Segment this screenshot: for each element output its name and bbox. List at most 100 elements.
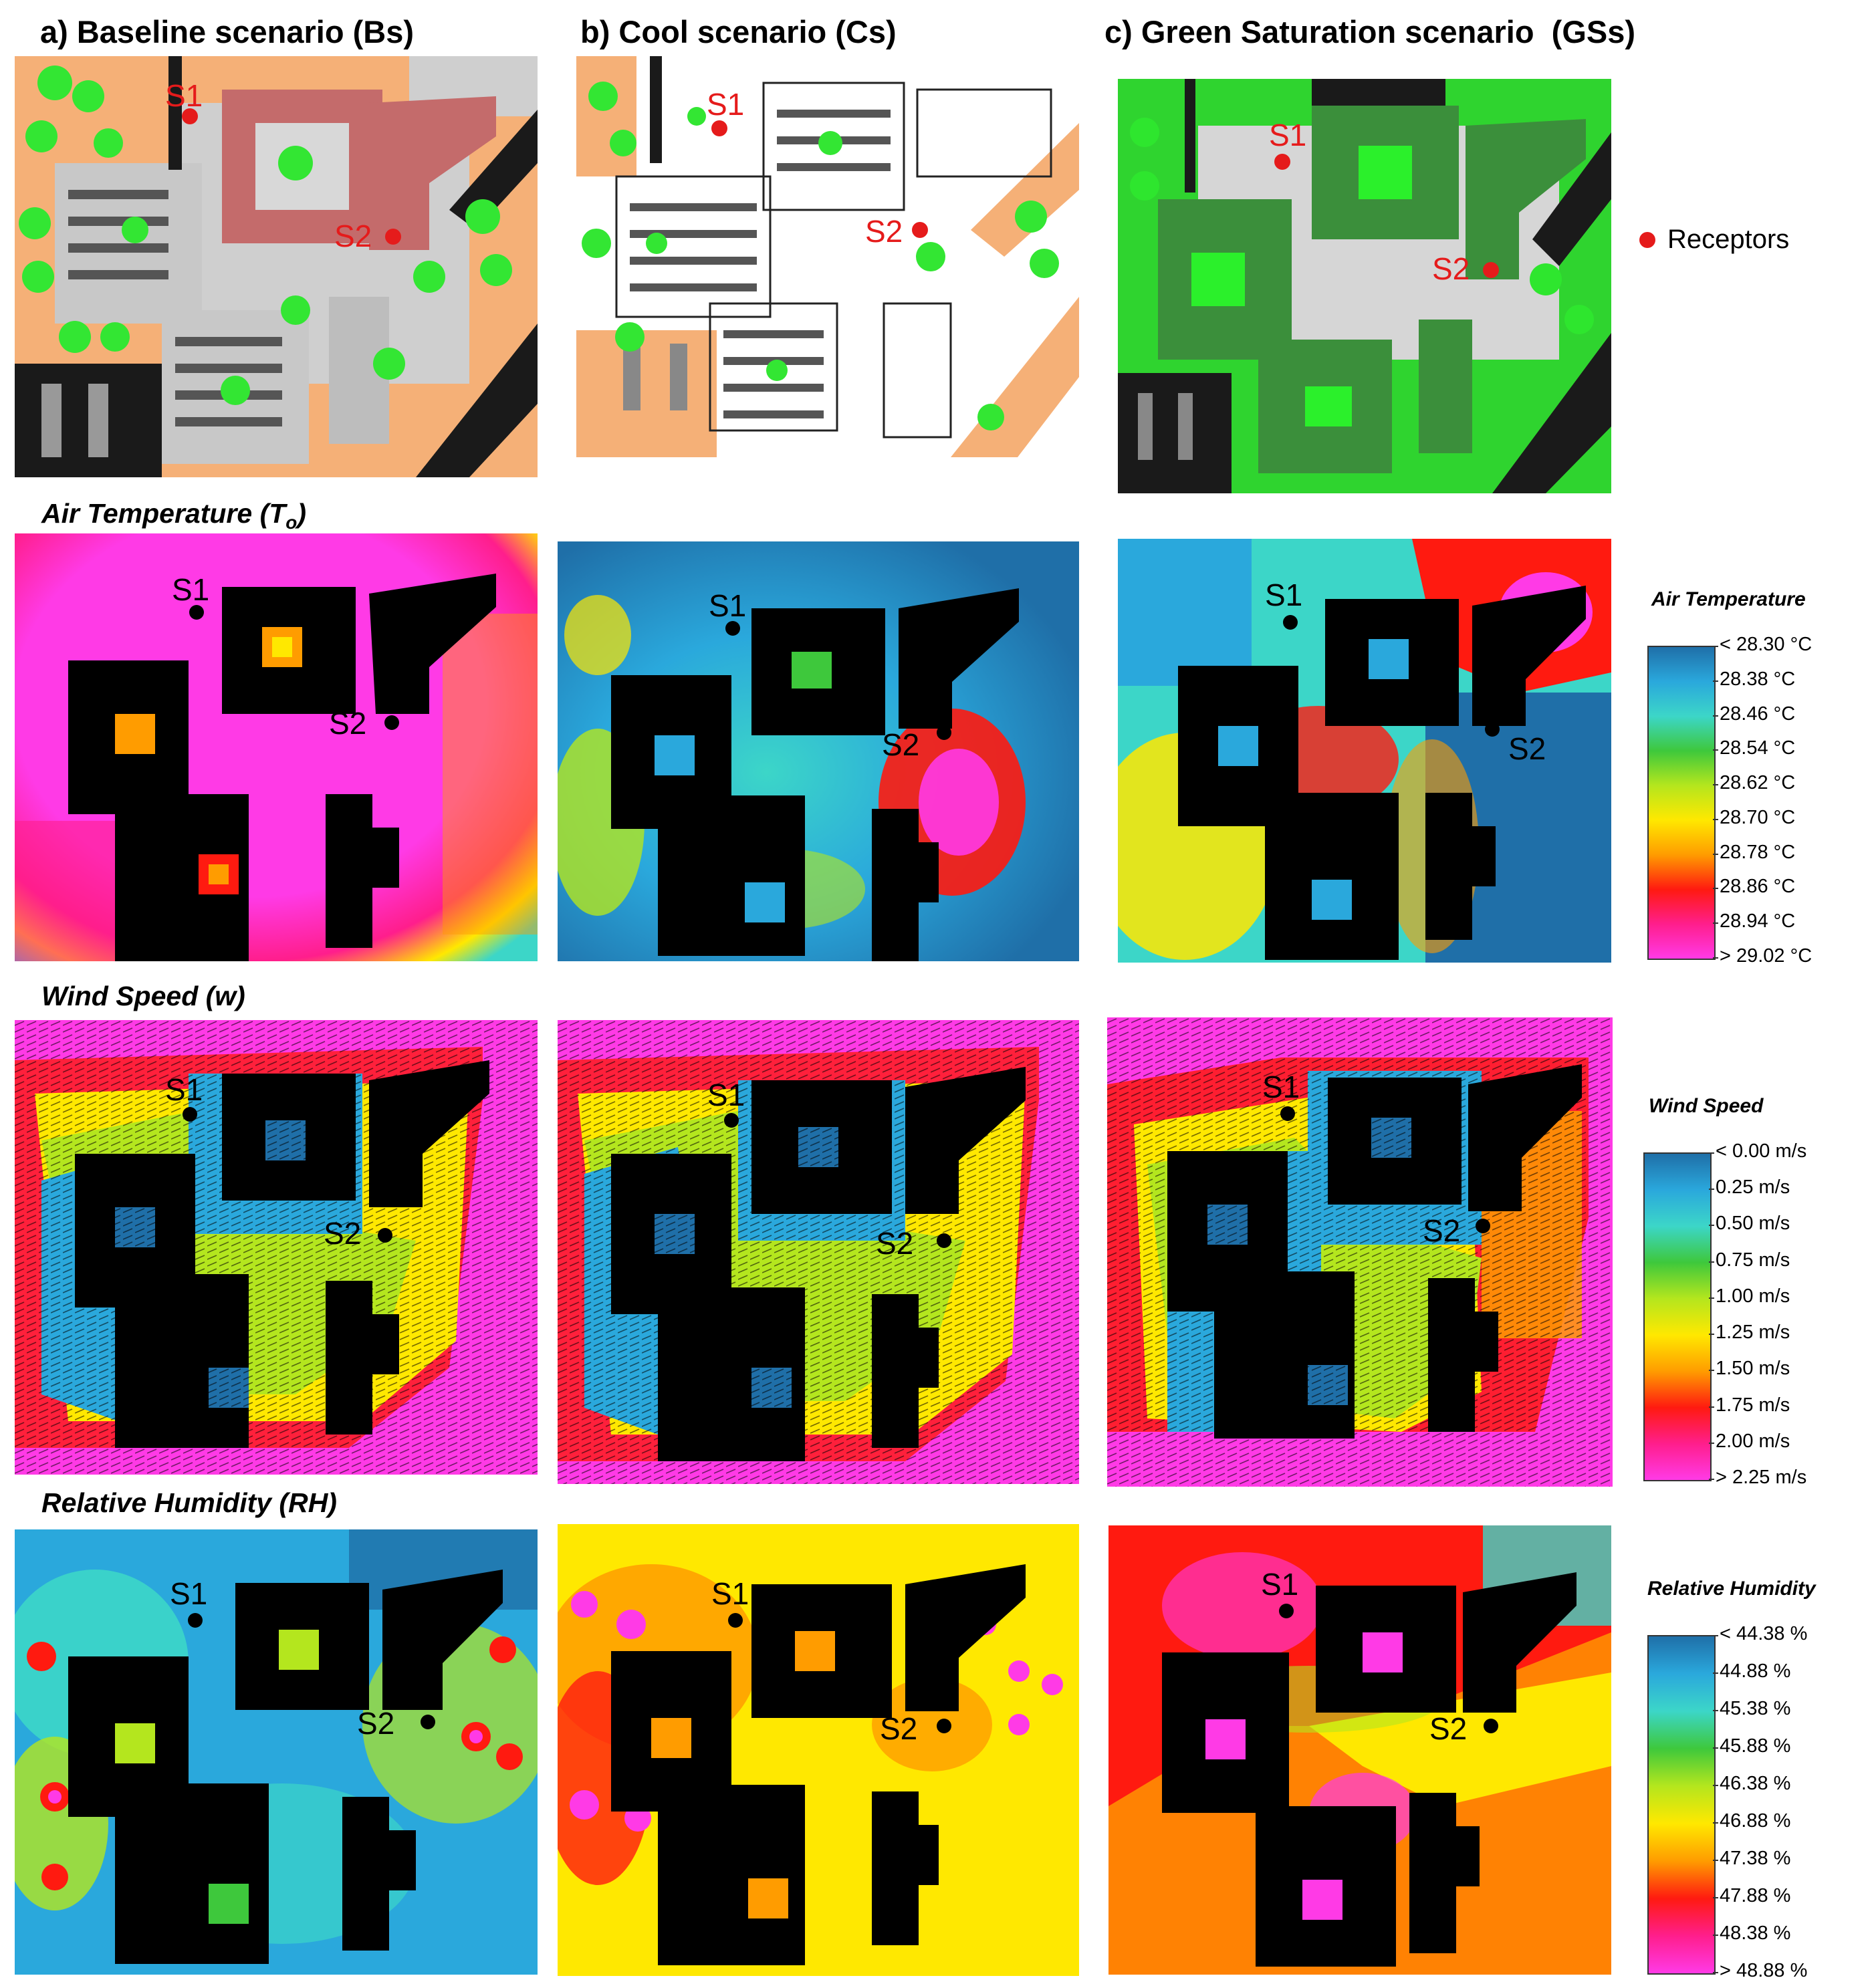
legend-tick-mark: [1713, 1672, 1718, 1674]
legend-tick-mark: [1709, 1370, 1714, 1372]
at-baseline-s2-label: S2: [329, 706, 366, 741]
legend-tick-label: 28.62 °C: [1720, 772, 1796, 794]
legend-tick-mark: [1709, 1406, 1714, 1408]
rh-cool-s1-label: S1: [711, 1576, 749, 1611]
ws-green-s2-label: S2: [1423, 1213, 1460, 1248]
relative-humidity-map-cool: S1 S2: [558, 1524, 1079, 1976]
legend-tick-mark: [1713, 1710, 1718, 1711]
legend-air-temperature: Air Temperature < 28.30 °C 28.38 °C 28.46 …: [1646, 588, 1870, 976]
legend-tick-label: 28.70 °C: [1720, 806, 1796, 828]
legend-tick-mark: [1713, 715, 1718, 717]
legend-tick-label: 1.00 m/s: [1716, 1285, 1790, 1307]
green-title-text: c) Green Saturation scenario: [1104, 14, 1534, 49]
legend-tick-label: > 2.25 m/s: [1716, 1467, 1807, 1488]
legend-tick-label: 28.86 °C: [1720, 876, 1796, 898]
legend-tick-label: 46.88 %: [1720, 1810, 1791, 1832]
legend-tick-mark: [1713, 957, 1718, 959]
legend-tick-label: 1.75 m/s: [1716, 1394, 1790, 1416]
legend-air-temperature-title: Air Temperature: [1651, 588, 1806, 610]
ws-baseline-s2-label: S2: [324, 1216, 361, 1251]
legend-tick-label: < 44.38 %: [1720, 1623, 1808, 1644]
legend-tick-mark: [1713, 680, 1718, 682]
legend-tick-label: 28.54 °C: [1720, 737, 1796, 759]
legend-tick-mark: [1709, 1479, 1714, 1480]
legend-tick-label: < 0.00 m/s: [1716, 1140, 1807, 1162]
legend-tick-mark: [1713, 888, 1718, 890]
legend-tick-label: 47.88 %: [1720, 1885, 1791, 1906]
legend-tick-mark: [1713, 818, 1718, 820]
legend-tick-mark: [1713, 1785, 1718, 1786]
air-temperature-suffix: ): [297, 498, 307, 529]
layout-green: S1 S2: [1118, 79, 1611, 493]
layout-green-s1-label: S1: [1269, 118, 1306, 152]
legend-tick-mark: [1713, 1747, 1718, 1749]
receptor-dot-icon: [1639, 231, 1655, 248]
legend-tick-mark: [1709, 1225, 1714, 1227]
wind-speed-map-baseline: S1 S2: [15, 1020, 538, 1475]
row-title-relative-humidity: Relative Humidity (RH): [41, 1487, 337, 1518]
legend-relative-humidity-bar: [1647, 1635, 1716, 1975]
legend-relative-humidity-title: Relative Humidity: [1647, 1578, 1816, 1600]
legend-tick-label: 46.38 %: [1720, 1773, 1791, 1794]
legend-tick-mark: [1713, 1972, 1718, 1973]
legend-tick-label: 0.75 m/s: [1716, 1249, 1790, 1271]
legend-tick-mark: [1713, 1822, 1718, 1824]
layout-baseline: S1 S2: [15, 56, 538, 477]
legend-tick-mark: [1713, 784, 1718, 786]
layout-green-s2-label: S2: [1432, 251, 1470, 286]
row-title-wind-speed: Wind Speed (w): [41, 981, 245, 1011]
legend-tick-mark: [1713, 853, 1718, 855]
legend-tick-mark: [1713, 1860, 1718, 1861]
layout-cool: S1 S2: [576, 56, 1079, 457]
legend-tick-label: 0.25 m/s: [1716, 1176, 1790, 1199]
at-green-s1-label: S1: [1265, 578, 1302, 612]
wind-speed-map-green: S1 S2: [1107, 1017, 1613, 1487]
receptors-legend: Receptors: [1639, 225, 1789, 255]
rh-green-s1-label: S1: [1261, 1567, 1298, 1602]
rh-green-s2-label: S2: [1429, 1711, 1467, 1746]
legend-tick-label: 47.38 %: [1720, 1848, 1791, 1869]
legend-tick-mark: [1713, 749, 1718, 751]
legend-wind-speed: Wind Speed < 0.00 m/s 0.25 m/s 0.50 m/s 0.7…: [1642, 1095, 1870, 1496]
legend-tick-mark: [1713, 1635, 1718, 1636]
legend-tick-label: 28.94 °C: [1720, 910, 1796, 933]
air-temperature-map-green: S1 S2: [1118, 539, 1611, 963]
air-temperature-title: Air Temperature (T: [41, 498, 286, 529]
relative-humidity-map-baseline: S1 S2: [15, 1529, 538, 1975]
at-green-s2-label: S2: [1508, 731, 1546, 766]
receptors-legend-label: Receptors: [1667, 225, 1790, 254]
rh-cool-s2-label: S2: [880, 1711, 917, 1746]
legend-tick-label: < 28.30 °C: [1720, 634, 1813, 655]
air-temperature-sub: o: [285, 512, 298, 533]
green-title-abbr: (GSs): [1551, 14, 1636, 49]
relative-humidity-map-green: S1 S2: [1108, 1525, 1611, 1975]
legend-air-temperature-bar: [1647, 646, 1716, 960]
legend-tick-label: 28.38 °C: [1720, 668, 1796, 690]
ws-green-s1-label: S1: [1262, 1070, 1300, 1104]
legend-tick-label: > 29.02 °C: [1720, 945, 1813, 967]
legend-tick-mark: [1709, 1442, 1714, 1444]
legend-tick-mark: [1709, 1334, 1714, 1336]
layout-baseline-s1-label: S1: [165, 78, 203, 113]
legend-tick-label: 2.00 m/s: [1716, 1430, 1790, 1452]
legend-tick-mark: [1709, 1152, 1714, 1154]
layout-cool-s2-label: S2: [865, 214, 903, 249]
air-temperature-map-baseline: S1 S2: [15, 533, 538, 961]
legend-tick-mark: [1709, 1261, 1714, 1263]
legend-tick-mark: [1713, 646, 1718, 647]
ws-baseline-s1-label: S1: [165, 1072, 203, 1107]
legend-tick-label: > 48.88 %: [1720, 1960, 1808, 1981]
legend-tick-label: 28.78 °C: [1720, 841, 1796, 863]
legend-tick-label: 28.46 °C: [1720, 703, 1796, 725]
legend-tick-label: 44.88 %: [1720, 1660, 1791, 1682]
at-cool-s2-label: S2: [882, 727, 919, 762]
column-title-green: c) Green Saturation scenario (GSs): [1104, 15, 1635, 49]
legend-tick-mark: [1713, 1897, 1718, 1898]
wind-speed-map-cool: S1 S2: [558, 1020, 1079, 1484]
row-title-air-temperature: Air Temperature (To): [41, 497, 306, 539]
legend-tick-label: 0.50 m/s: [1716, 1213, 1790, 1235]
rh-baseline-s1-label: S1: [170, 1576, 207, 1611]
ws-cool-s2-label: S2: [876, 1226, 913, 1261]
layout-baseline-s2-label: S2: [334, 219, 372, 253]
legend-tick-label: 45.88 %: [1720, 1735, 1791, 1757]
